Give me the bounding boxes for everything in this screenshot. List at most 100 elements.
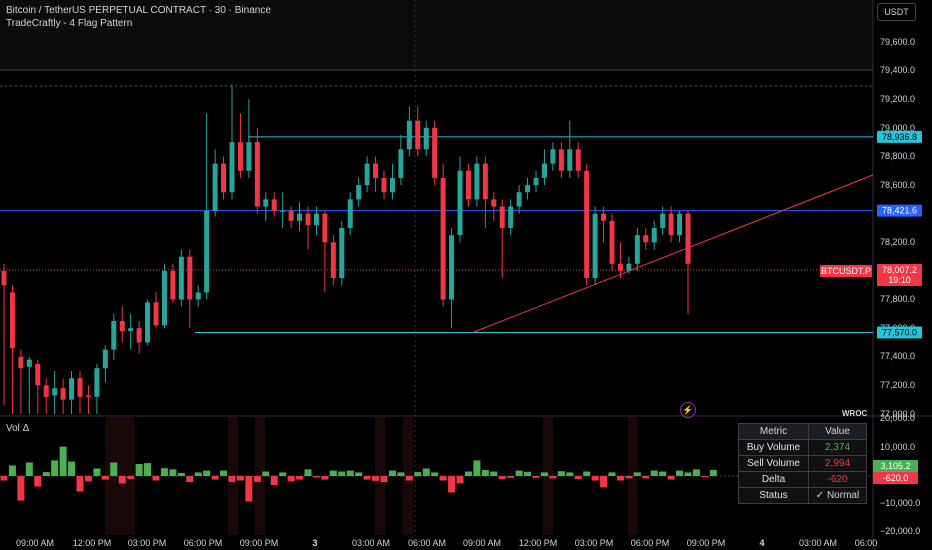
- candle: [550, 142, 556, 171]
- candle-body: [651, 228, 657, 243]
- volume-bar: [169, 469, 177, 476]
- candle: [575, 142, 581, 178]
- candle-body: [364, 163, 370, 186]
- volume-bar: [0, 476, 8, 481]
- volume-bar: [262, 471, 270, 476]
- volume-bar: [481, 470, 489, 476]
- candle-body: [389, 177, 395, 193]
- candle: [423, 120, 429, 157]
- trendline: [473, 174, 874, 333]
- volume-bar: [625, 476, 633, 479]
- volume-bar: [76, 476, 84, 492]
- candle: [161, 263, 167, 329]
- candle: [18, 349, 24, 414]
- volume-bar: [557, 471, 565, 476]
- candle-body: [69, 378, 75, 400]
- candle-body: [229, 142, 235, 193]
- candle-body: [18, 356, 24, 369]
- volume-bar: [676, 470, 684, 476]
- symbol-tag-bg: [820, 265, 872, 277]
- volume-tick-label: 20,000.0: [880, 413, 915, 423]
- candle-body: [406, 120, 412, 150]
- volume-bar: [245, 476, 253, 502]
- volume-pane-label[interactable]: Vol Δ: [6, 423, 30, 434]
- candle: [474, 156, 480, 207]
- candle: [432, 120, 438, 186]
- currency-button[interactable]: USDT: [877, 3, 916, 21]
- volume-bar: [380, 476, 388, 482]
- candle-body: [153, 302, 159, 326]
- volume-bar: [397, 472, 405, 476]
- candle-body: [660, 213, 666, 228]
- candle-body: [212, 163, 218, 211]
- candle: [643, 228, 649, 250]
- candle-body: [297, 213, 303, 221]
- time-tick-label: 12:00 PM: [73, 538, 112, 548]
- volume-bar: [540, 472, 548, 476]
- candle-body: [195, 292, 201, 300]
- candle: [128, 313, 134, 350]
- candle: [85, 385, 91, 414]
- volume-tick-label: −10,000.0: [880, 498, 920, 508]
- candle: [609, 213, 615, 271]
- candle-body: [204, 210, 210, 293]
- metric-value: ✓ Normal: [808, 487, 867, 504]
- candle-body: [60, 388, 66, 400]
- volume-bar: [650, 470, 658, 476]
- lightning-icon[interactable]: ⚡: [680, 402, 696, 418]
- candle-body: [516, 192, 522, 207]
- candle-body: [567, 149, 573, 171]
- candle: [491, 192, 497, 221]
- time-tick-label: 03:00 AM: [352, 538, 390, 548]
- level-tag-resistance-bg: [877, 130, 922, 143]
- candle-body: [43, 385, 49, 397]
- volume-tag-buy: 3,105.2: [880, 461, 910, 471]
- value-header: Value: [808, 423, 867, 440]
- volume-tag-buy-bg: [873, 460, 918, 472]
- candle-body: [94, 368, 100, 397]
- level-tag-mid: 78,421.6: [882, 206, 917, 216]
- candle: [153, 292, 159, 329]
- volume-bar: [42, 472, 50, 476]
- candle-body: [35, 363, 41, 386]
- volume-bar: [422, 468, 430, 476]
- time-tick-label: 06:00 PM: [631, 538, 670, 548]
- time-tick-label: 09:00 PM: [687, 538, 726, 548]
- candle: [9, 285, 15, 414]
- candlestick-series: [1, 84, 691, 414]
- volume-bar: [507, 476, 515, 478]
- candle: [288, 206, 294, 228]
- volume-bar: [211, 476, 219, 480]
- metric-value: 2,994: [808, 455, 867, 472]
- volume-bar: [684, 472, 692, 476]
- volume-bar: [448, 476, 456, 493]
- volume-bar: [608, 472, 616, 476]
- volume-bar: [101, 476, 109, 480]
- volume-bar: [524, 471, 532, 476]
- candle-body: [254, 142, 260, 207]
- candle-body: [305, 213, 311, 226]
- volume-bar: [473, 460, 481, 476]
- volume-bar: [279, 472, 287, 476]
- candle: [60, 378, 66, 414]
- candle-body: [449, 235, 455, 300]
- candle: [69, 371, 75, 414]
- volume-bar: [692, 469, 700, 476]
- candle-body: [508, 206, 514, 228]
- volume-bar: [17, 476, 25, 501]
- candle: [313, 206, 319, 236]
- metric-name: Delta: [738, 471, 809, 488]
- candle-body: [677, 213, 683, 236]
- candle-body: [77, 378, 83, 397]
- indicator-label[interactable]: TradeCraftly - 4 Flag Pattern: [6, 18, 133, 29]
- candle-body: [499, 206, 505, 228]
- candle: [221, 156, 227, 200]
- candle-body: [626, 263, 632, 271]
- price-tick-label: 77,800.0: [880, 294, 915, 304]
- candle: [178, 249, 184, 307]
- price-tick-label: 78,800.0: [880, 151, 915, 161]
- price-tick-label: 78,200.0: [880, 237, 915, 247]
- volume-bar: [152, 476, 160, 481]
- candle: [204, 113, 210, 300]
